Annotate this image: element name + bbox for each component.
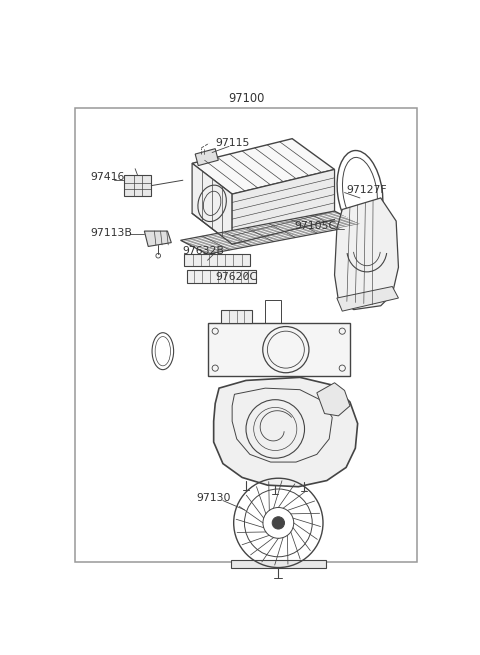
- Polygon shape: [337, 286, 398, 311]
- Polygon shape: [192, 139, 335, 194]
- Text: 97416: 97416: [90, 172, 125, 182]
- Polygon shape: [180, 211, 361, 254]
- Circle shape: [272, 517, 285, 529]
- Polygon shape: [144, 231, 171, 246]
- Polygon shape: [232, 170, 335, 244]
- Text: 97130: 97130: [196, 493, 230, 503]
- Polygon shape: [184, 254, 250, 267]
- Text: 97115: 97115: [215, 138, 250, 148]
- Polygon shape: [221, 310, 252, 324]
- Polygon shape: [335, 198, 398, 310]
- Polygon shape: [124, 175, 151, 196]
- Text: 97113B: 97113B: [90, 227, 132, 238]
- Polygon shape: [192, 163, 232, 244]
- Text: 97620C: 97620C: [215, 272, 257, 282]
- Text: 97632B: 97632B: [183, 246, 225, 256]
- Text: 97105C: 97105C: [295, 221, 336, 231]
- Polygon shape: [317, 383, 350, 416]
- Polygon shape: [195, 149, 218, 166]
- Polygon shape: [230, 560, 326, 567]
- Text: 97127F: 97127F: [346, 185, 387, 195]
- Polygon shape: [207, 324, 350, 376]
- Polygon shape: [187, 270, 256, 284]
- Polygon shape: [214, 377, 358, 487]
- Text: 97100: 97100: [228, 92, 264, 105]
